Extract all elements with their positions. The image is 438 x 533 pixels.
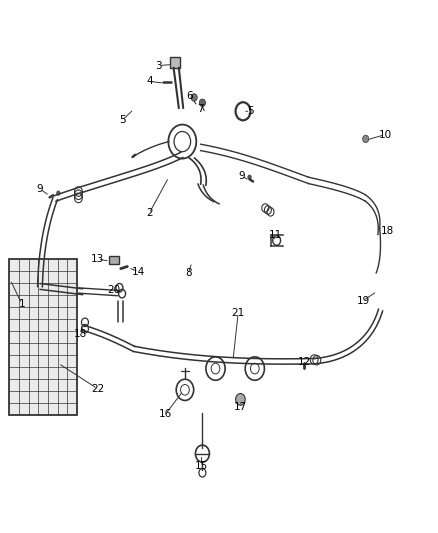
Text: 16: 16 — [159, 409, 173, 419]
Text: 15: 15 — [195, 461, 208, 471]
Circle shape — [199, 99, 205, 107]
Text: 19: 19 — [357, 295, 370, 305]
Circle shape — [236, 393, 245, 405]
Text: 2: 2 — [146, 208, 152, 219]
Text: 18: 18 — [74, 329, 87, 339]
Text: 11: 11 — [269, 230, 283, 240]
Circle shape — [191, 94, 197, 101]
Bar — [10, 259, 77, 415]
Circle shape — [247, 174, 252, 180]
Text: 20: 20 — [107, 285, 120, 295]
Text: 18: 18 — [381, 227, 394, 237]
Text: 9: 9 — [238, 171, 245, 181]
Text: 4: 4 — [147, 77, 153, 86]
Text: 14: 14 — [132, 267, 145, 277]
Bar — [10, 259, 77, 415]
Text: 13: 13 — [91, 254, 104, 264]
Circle shape — [363, 135, 369, 143]
Text: 12: 12 — [297, 357, 311, 367]
Text: 17: 17 — [234, 402, 247, 412]
Text: 3: 3 — [155, 61, 162, 70]
Text: 10: 10 — [378, 130, 392, 140]
Text: 5: 5 — [247, 106, 254, 116]
Text: 5: 5 — [119, 115, 125, 125]
Text: 8: 8 — [185, 268, 192, 278]
Text: 22: 22 — [91, 384, 104, 394]
Text: 6: 6 — [186, 91, 193, 101]
Text: 7: 7 — [197, 103, 204, 114]
Bar — [170, 57, 180, 68]
Text: 21: 21 — [232, 308, 245, 318]
Text: 1: 1 — [18, 298, 25, 309]
Text: 9: 9 — [37, 184, 43, 194]
Circle shape — [56, 190, 60, 196]
Bar — [109, 256, 119, 264]
